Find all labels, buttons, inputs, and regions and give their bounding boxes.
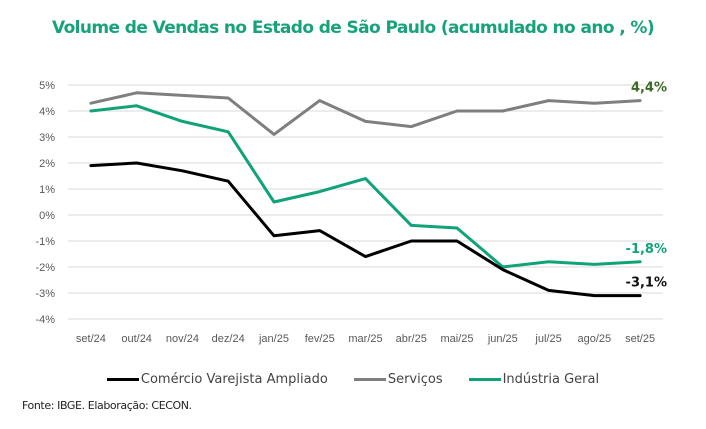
x-tick-label: jun/25 [487, 333, 518, 345]
chart-title: Volume de Vendas no Estado de São Paulo … [51, 18, 655, 38]
end-labels: -3,1% 4,4% -1,8% [626, 81, 667, 291]
y-tick-label: 4% [39, 106, 55, 118]
y-axis-ticks: 5% 4% 3% 2% 1% 0% -1% -2% -3% -4% [35, 80, 55, 326]
legend: Comércio Varejista Ampliado Serviços Ind… [0, 372, 706, 387]
y-tick-label: -2% [35, 262, 55, 274]
y-tick-label: 3% [39, 132, 55, 144]
series-line [89, 104, 642, 269]
end-value-label: -1,8% [626, 242, 667, 257]
y-tick-label: -1% [35, 236, 55, 248]
x-tick-label: set/24 [76, 333, 106, 345]
x-tick-label: fev/25 [305, 333, 335, 345]
end-value-label: 4,4% [631, 81, 667, 96]
legend-swatch [353, 378, 386, 381]
x-tick-label: dez/24 [212, 333, 245, 345]
y-tick-label: 0% [39, 210, 55, 222]
legend-swatch [106, 378, 139, 381]
legend-swatch [468, 378, 501, 381]
series-lines [89, 91, 642, 298]
x-axis-ticks: set/24 out/24 nov/24 dez/24 jan/25 fev/25 mar/… [76, 333, 655, 345]
series-line [89, 161, 642, 298]
legend-item-industria: Indústria Geral [468, 372, 600, 387]
x-tick-label: nov/24 [166, 333, 199, 345]
x-tick-label: set/25 [625, 333, 655, 345]
y-tick-label: 5% [39, 80, 55, 92]
legend-item-servicos: Serviços [353, 372, 443, 387]
y-tick-label: 2% [39, 158, 55, 170]
y-tick-label: -3% [35, 288, 55, 300]
x-tick-label: mai/25 [441, 333, 474, 345]
legend-label: Indústria Geral [502, 372, 600, 387]
gridlines [68, 84, 663, 320]
y-tick-label: 1% [39, 184, 55, 196]
x-tick-label: jul/25 [534, 333, 561, 345]
y-tick-label: -4% [35, 314, 55, 326]
x-tick-label: abr/25 [396, 333, 427, 345]
x-tick-label: mar/25 [348, 333, 382, 345]
x-tick-label: out/24 [121, 333, 152, 345]
x-tick-label: jan/25 [258, 333, 289, 345]
legend-item-comercio: Comércio Varejista Ampliado [106, 372, 328, 387]
legend-label: Comércio Varejista Ampliado [140, 372, 328, 387]
source-note: Fonte: IBGE. Elaboração: CECON. [22, 399, 192, 412]
x-tick-label: ago/25 [578, 333, 612, 345]
end-value-label: -3,1% [626, 276, 667, 291]
series-line [89, 91, 642, 136]
legend-label: Serviços [387, 372, 443, 387]
